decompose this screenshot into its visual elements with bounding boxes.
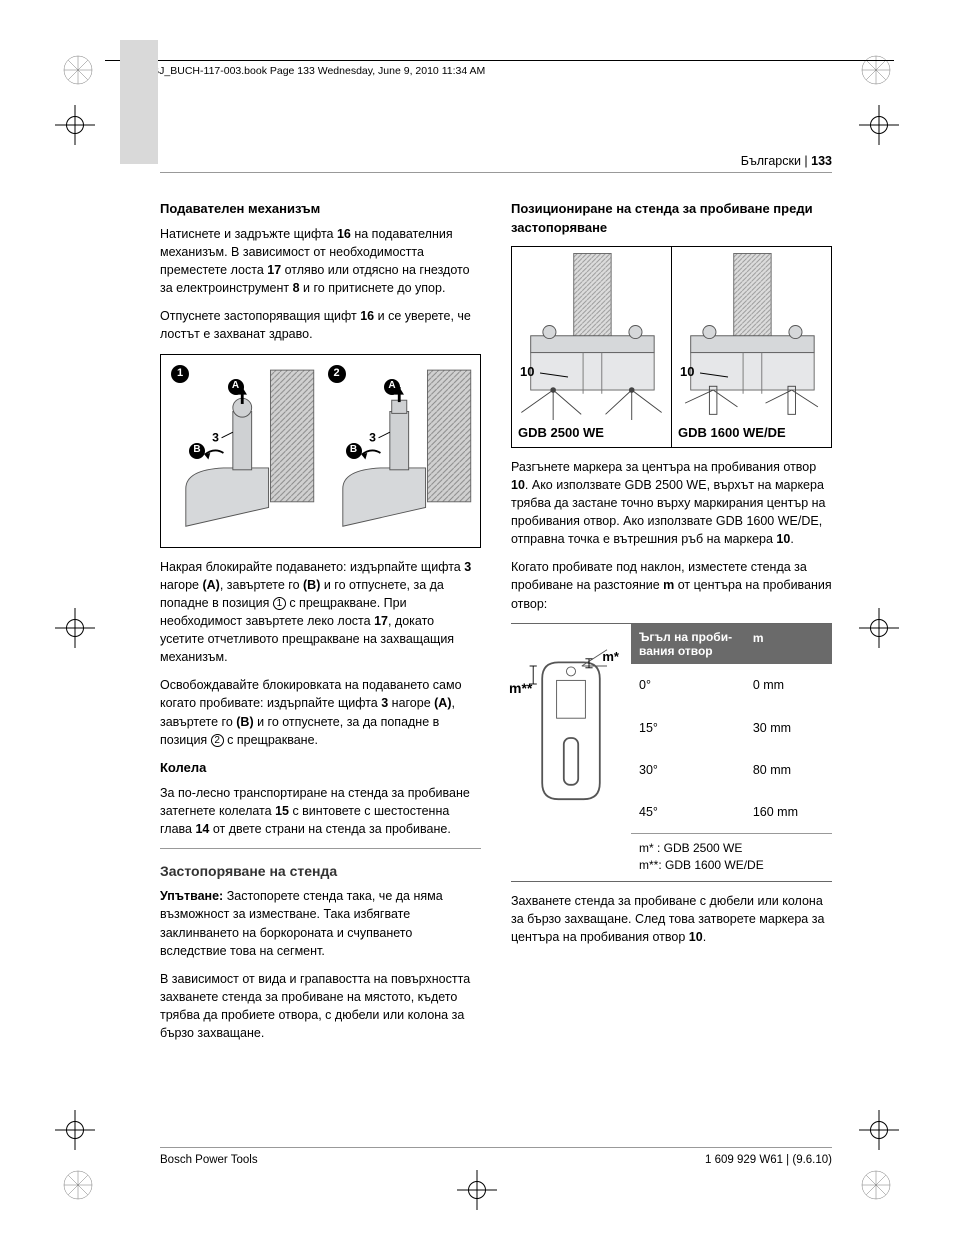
heading-locking: Застопоряване на стенда bbox=[160, 861, 481, 881]
m-star-label: m* bbox=[602, 648, 619, 667]
angle-table-data: Ъгъл на проби-вания отвор m 0° 0 mm 15° … bbox=[631, 624, 832, 881]
figure-caption: GDB 1600 WE/DE bbox=[678, 424, 786, 443]
figure-half-1: 10 GDB 2500 WE bbox=[512, 247, 671, 447]
table-row: 30° 80 mm bbox=[631, 749, 832, 791]
th-angle: Ъгъл на проби-вания отвор bbox=[639, 630, 753, 659]
heading-feed-mechanism: Подавателен механизъм bbox=[160, 200, 481, 219]
gray-tab bbox=[120, 40, 158, 164]
header-underline bbox=[160, 172, 832, 173]
registration-mark bbox=[62, 1169, 94, 1201]
registration-mark bbox=[860, 54, 892, 86]
table-row: 0° 0 mm bbox=[631, 664, 832, 706]
para: За по-лесно транспортиране на стенда за … bbox=[160, 784, 481, 838]
angle-table: m* m** Ъгъл на проби-вания отвор m 0° 0 … bbox=[511, 623, 832, 882]
table-row: 45° 160 mm bbox=[631, 791, 832, 833]
table-footer: m* : GDB 2500 WE m**: GDB 1600 WE/DE bbox=[631, 833, 832, 881]
th-m: m bbox=[753, 630, 824, 659]
step-badge: 2 bbox=[328, 365, 346, 383]
label-B: B bbox=[346, 443, 362, 459]
para: Упътване: Застопорете стенда така, че да… bbox=[160, 887, 481, 960]
footer-left: Bosch Power Tools bbox=[160, 1152, 258, 1169]
figure-caption: GDB 2500 WE bbox=[518, 424, 604, 443]
para: Захванете стенда за пробиване с дюбели и… bbox=[511, 892, 832, 946]
registration-mark bbox=[860, 1169, 892, 1201]
heading-positioning: Позициониране на стенда за пробиване пре… bbox=[511, 200, 832, 238]
content: Подавателен механизъм Натиснете и задръж… bbox=[160, 200, 832, 1135]
label-A: A bbox=[384, 379, 400, 395]
step-badge: 1 bbox=[171, 365, 189, 383]
crop-mark bbox=[55, 608, 95, 648]
m-doublestar-label: m** bbox=[509, 678, 532, 698]
registration-mark bbox=[62, 54, 94, 86]
header-rule bbox=[105, 60, 894, 61]
heading-wheels: Колела bbox=[160, 759, 481, 778]
footer-right: 1 609 929 W61 | (9.6.10) bbox=[705, 1152, 832, 1169]
crop-mark bbox=[457, 1170, 497, 1210]
crop-mark bbox=[55, 105, 95, 145]
label-B: B bbox=[189, 443, 205, 459]
callout-10: 10 bbox=[680, 363, 694, 382]
crop-mark bbox=[859, 105, 899, 145]
leader-line bbox=[700, 367, 859, 567]
para: Отпуснете застопоряващия щифт 16 и се ув… bbox=[160, 307, 481, 343]
right-column: Позициониране на стенда за пробиване пре… bbox=[511, 200, 832, 1135]
figure-panel-1: 1 A B 3 bbox=[167, 361, 318, 541]
svg-text:3: 3 bbox=[369, 430, 376, 444]
figure-half-2: 10 GDB 1600 WE/DE bbox=[671, 247, 831, 447]
crop-mark bbox=[859, 1110, 899, 1150]
callout-10: 10 bbox=[520, 363, 534, 382]
page-header: Български | 133 bbox=[741, 152, 832, 170]
page-number: 133 bbox=[811, 154, 832, 168]
left-column: Подавателен механизъм Натиснете и задръж… bbox=[160, 200, 481, 1135]
footer: Bosch Power Tools 1 609 929 W61 | (9.6.1… bbox=[160, 1147, 832, 1169]
para: Освобождавайте блокировката на подаванет… bbox=[160, 676, 481, 749]
crop-mark bbox=[859, 608, 899, 648]
header-text: OBJ_BUCH-117-003.book Page 133 Wednesday… bbox=[140, 64, 489, 79]
crop-mark bbox=[55, 1110, 95, 1150]
figure-panel-2: 2 A B 3 bbox=[324, 361, 475, 541]
table-header: Ъгъл на проби-вания отвор m bbox=[631, 624, 832, 665]
figure-positioning: 10 GDB 2500 WE 10 bbox=[511, 246, 832, 448]
para: В зависимост от вида и грапавостта на по… bbox=[160, 970, 481, 1043]
para: Натиснете и задръжте щифта 16 на подават… bbox=[160, 225, 481, 298]
figure-feed-lock: 1 A B 3 2 A bbox=[160, 354, 481, 548]
separator bbox=[160, 848, 481, 849]
table-row: 15° 30 mm bbox=[631, 707, 832, 749]
para: Накрая блокирайте подаването: издърпайте… bbox=[160, 558, 481, 667]
angle-table-diagram: m* m** bbox=[511, 624, 631, 881]
language-label: Български bbox=[741, 154, 801, 168]
svg-text:3: 3 bbox=[212, 430, 219, 444]
label-A: A bbox=[228, 379, 244, 395]
